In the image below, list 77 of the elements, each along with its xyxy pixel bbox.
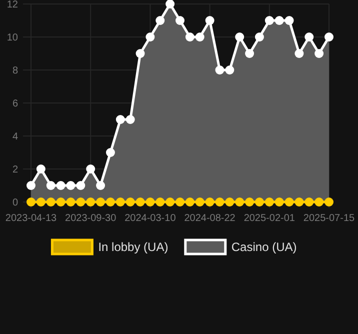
point [185,198,194,206]
point [225,198,234,206]
point [225,66,234,74]
point [195,198,204,206]
point [274,16,284,25]
point [86,198,96,206]
point [116,198,125,206]
point [46,181,56,190]
point [314,49,324,58]
point [205,198,214,206]
point [245,49,254,58]
point [96,198,106,206]
point [56,181,66,190]
point [136,49,145,58]
legend-label: Casino (UA) [231,240,297,254]
point [26,181,36,190]
point [156,16,165,25]
point [264,16,274,25]
y-tick-label: 12 [6,0,18,10]
point [156,198,165,206]
point [284,16,294,25]
x-tick-label: 2024-08-22 [184,213,236,224]
point [205,16,214,25]
x-tick-label: 2025-07-15 [303,213,356,224]
x-tick-label: 2023-09-30 [65,213,117,224]
point [314,198,324,206]
point [116,115,125,124]
point [136,198,145,206]
point [166,198,175,206]
point [56,198,66,206]
point [126,198,135,206]
point [294,49,304,58]
point [76,198,86,206]
point [146,198,155,206]
point [245,198,254,206]
point [166,0,175,8]
point [176,198,184,206]
legend-label: In lobby (UA) [98,240,168,254]
point [195,32,204,42]
point [235,198,244,206]
y-tick-label: 4 [12,132,18,142]
point [235,32,244,42]
y-tick-label: 2 [12,164,18,176]
point [254,198,264,206]
y-tick-label: 0 [12,198,18,208]
point [324,32,334,42]
point [66,181,76,190]
point [26,198,36,206]
point [66,198,76,206]
point [36,164,46,174]
y-tick-label: 10 [6,32,18,44]
point [215,198,224,206]
point [46,198,56,206]
point [215,66,224,74]
point [304,32,314,42]
point [324,198,334,206]
point [86,164,96,174]
x-tick-label: 2024-03-10 [124,213,176,224]
point [106,148,115,157]
x-tick-label: 2025-02-01 [244,213,296,224]
point [304,198,314,206]
y-tick-label: 8 [12,66,18,76]
point [146,32,155,42]
point [284,198,294,206]
point [76,181,86,190]
point [264,198,274,206]
point [176,16,184,25]
point [185,32,194,42]
point [254,32,264,42]
point [126,115,135,124]
y-tick-label: 6 [12,98,18,110]
x-tick-label: 2023-04-13 [5,213,58,224]
point [106,198,115,206]
point [36,198,46,206]
point [96,181,106,190]
point [274,198,284,206]
point [294,198,304,206]
